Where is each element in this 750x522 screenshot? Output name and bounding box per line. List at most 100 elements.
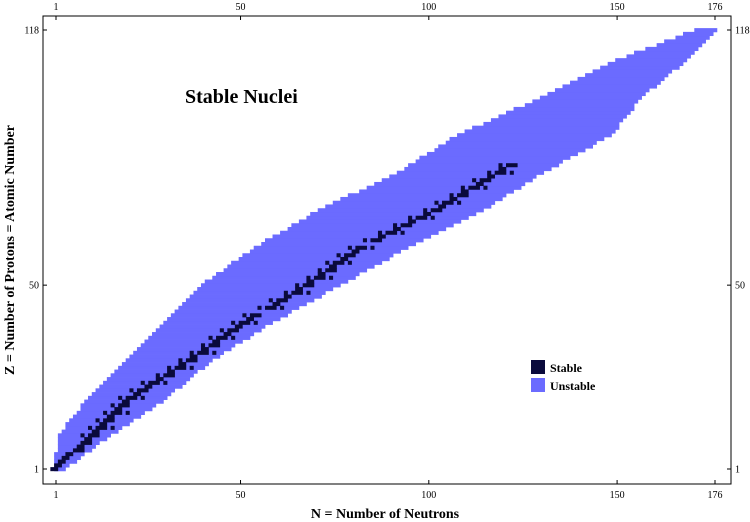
stable-cell bbox=[91, 429, 100, 434]
stable-cell bbox=[212, 350, 217, 355]
y-tick-label-right: 118 bbox=[735, 26, 750, 37]
unstable-row bbox=[438, 144, 594, 149]
unstable-row bbox=[340, 196, 503, 202]
unstable-row bbox=[167, 317, 281, 322]
unstable-row bbox=[626, 54, 691, 59]
stable-cell bbox=[178, 362, 187, 367]
unstable-row bbox=[242, 253, 394, 258]
stable-cell bbox=[208, 335, 213, 340]
stable-cell bbox=[438, 204, 447, 209]
stable-cell bbox=[483, 185, 488, 190]
stable-cell bbox=[88, 433, 100, 438]
stable-cell bbox=[65, 452, 74, 457]
stable-cell bbox=[329, 275, 334, 280]
stable-cell bbox=[423, 211, 431, 217]
stable-cell bbox=[283, 294, 292, 299]
unstable-row bbox=[91, 392, 172, 397]
stable-cell bbox=[494, 170, 507, 175]
stable-cell bbox=[283, 290, 288, 295]
stable-region bbox=[50, 163, 518, 472]
stable-cell bbox=[257, 305, 262, 310]
stable-cell bbox=[317, 272, 326, 277]
stable-cell bbox=[295, 283, 300, 288]
unstable-row bbox=[155, 328, 262, 333]
stable-cell bbox=[103, 418, 115, 423]
unstable-row bbox=[148, 335, 251, 340]
unstable-row bbox=[506, 110, 631, 115]
stable-cell bbox=[178, 358, 183, 363]
unstable-row bbox=[577, 76, 665, 82]
unstable-row bbox=[125, 358, 213, 363]
stable-cell bbox=[449, 193, 454, 198]
unstable-row bbox=[106, 377, 191, 382]
unstable-row bbox=[159, 324, 266, 329]
unstable-row bbox=[287, 226, 447, 232]
stable-cell bbox=[219, 328, 224, 333]
y-tick-label-right: 1 bbox=[735, 465, 740, 476]
y-tick-label-left: 118 bbox=[24, 26, 39, 37]
unstable-row bbox=[197, 287, 334, 292]
stable-cell bbox=[238, 320, 251, 325]
stable-cell bbox=[408, 219, 416, 224]
unstable-row bbox=[185, 298, 315, 303]
stable-cell bbox=[498, 166, 507, 171]
stable-cell bbox=[76, 444, 85, 449]
stable-cell bbox=[265, 305, 277, 310]
stable-cell bbox=[200, 347, 209, 352]
unstable-row bbox=[61, 429, 119, 434]
stable-cell bbox=[140, 395, 145, 400]
stable-cell bbox=[408, 215, 413, 220]
unstable-row bbox=[415, 159, 563, 164]
stable-cell bbox=[377, 230, 383, 235]
unstable-row bbox=[65, 422, 130, 427]
unstable-row bbox=[449, 136, 605, 142]
legend-label-unstable: Unstable bbox=[550, 379, 596, 393]
unstable-row bbox=[592, 69, 673, 74]
unstable-row bbox=[99, 384, 183, 389]
unstable-row bbox=[600, 65, 680, 70]
stable-cell bbox=[306, 275, 311, 280]
unstable-row bbox=[607, 61, 684, 67]
unstable-row bbox=[57, 440, 100, 446]
stable-cell bbox=[227, 328, 239, 333]
stable-cell bbox=[129, 388, 134, 393]
unstable-row bbox=[457, 133, 612, 138]
stable-cell bbox=[317, 268, 322, 273]
stable-cell bbox=[509, 170, 514, 175]
unstable-row bbox=[513, 106, 635, 112]
unstable-row bbox=[144, 339, 243, 344]
stable-cell bbox=[167, 369, 175, 374]
unstable-row bbox=[434, 148, 586, 153]
unstable-row bbox=[547, 91, 646, 97]
unstable-row bbox=[656, 43, 703, 48]
unstable-row bbox=[249, 249, 401, 254]
stable-cell bbox=[88, 425, 93, 430]
stable-cell bbox=[223, 332, 232, 337]
stable-cell bbox=[212, 339, 221, 344]
x-axis-title: N = Number of Neutrons bbox=[311, 507, 460, 522]
stable-cell bbox=[472, 178, 477, 183]
stable-cell bbox=[246, 317, 254, 322]
stable-cell bbox=[468, 185, 480, 190]
stable-cell bbox=[167, 365, 172, 370]
legend-swatch-stable bbox=[531, 360, 545, 374]
unstable-row bbox=[110, 373, 194, 378]
unstable-row bbox=[253, 245, 409, 250]
stable-cell bbox=[148, 380, 160, 385]
chart-title: Stable Nuclei bbox=[185, 86, 298, 108]
unstable-row bbox=[524, 103, 635, 108]
unstable-row bbox=[174, 309, 292, 314]
unstable-row bbox=[200, 283, 341, 288]
stable-cell bbox=[449, 196, 458, 202]
stable-cell bbox=[121, 399, 130, 404]
stable-cell bbox=[140, 380, 145, 385]
stable-cell bbox=[393, 226, 401, 232]
stable-cell bbox=[95, 418, 100, 423]
unstable-row bbox=[317, 208, 484, 213]
stable-cell bbox=[174, 365, 187, 370]
stable-cell bbox=[197, 350, 209, 355]
unstable-row bbox=[261, 242, 417, 247]
unstable-row bbox=[189, 294, 322, 299]
